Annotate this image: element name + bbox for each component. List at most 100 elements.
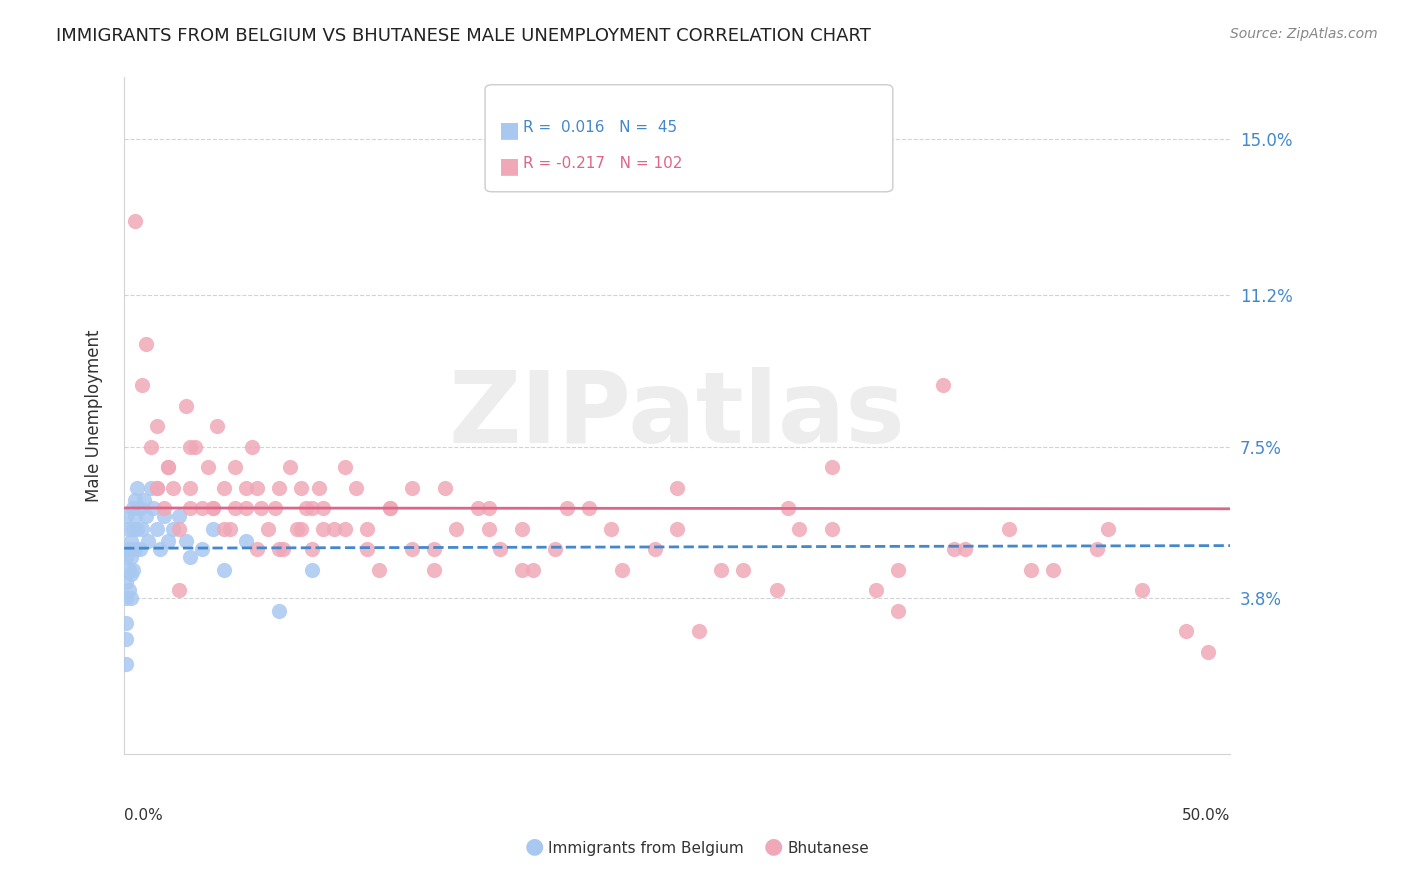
Point [139,481,162,495]
Point [263,501,285,516]
Point [201,522,224,536]
Point [787,522,810,536]
Point [128,501,150,516]
Point [478,501,501,516]
Point [1019,563,1042,577]
Point [190,542,212,557]
Text: 50.0%: 50.0% [1181,807,1230,822]
Text: ■: ■ [499,156,520,176]
Point [142,501,165,516]
Point [224,501,246,516]
Point [146,481,169,495]
Point [1097,522,1119,536]
Point [367,563,389,577]
Point [931,378,953,392]
Point [115,509,138,524]
Point [169,522,191,536]
Point [423,563,446,577]
Point [323,522,346,536]
Point [128,542,150,557]
Point [235,534,257,549]
Point [124,542,146,557]
Point [212,563,235,577]
Point [224,460,246,475]
Text: ●: ● [763,837,783,856]
Point [246,481,269,495]
Text: R =  0.016   N =  45: R = 0.016 N = 45 [523,120,678,136]
Point [120,591,142,606]
Point [153,509,176,524]
Point [162,522,184,536]
Point [212,481,235,495]
Point [115,591,138,606]
Point [117,583,139,598]
Point [267,604,290,618]
Point [179,440,201,454]
Text: Source: ZipAtlas.com: Source: ZipAtlas.com [1230,27,1378,41]
Point [444,522,467,536]
Point [174,534,197,549]
Point [335,460,357,475]
Point [169,583,191,598]
Point [489,542,512,557]
Point [887,563,910,577]
Point [335,522,357,536]
Text: IMMIGRANTS FROM BELGIUM VS BHUTANESE MALE UNEMPLOYMENT CORRELATION CHART: IMMIGRANTS FROM BELGIUM VS BHUTANESE MAL… [56,27,872,45]
Point [942,542,965,557]
Point [378,501,401,516]
Point [666,522,689,536]
Point [135,337,157,351]
Point [146,522,169,536]
Point [184,440,207,454]
Point [132,493,155,508]
Point [522,563,544,577]
Point [205,419,228,434]
Point [423,542,446,557]
Point [190,501,212,516]
Point [179,501,201,516]
Point [153,501,176,516]
Point [179,481,201,495]
Point [124,493,146,508]
Point [157,534,180,549]
Point [510,522,533,536]
Point [174,399,197,413]
Point [1042,563,1064,577]
Point [308,481,330,495]
Point [610,563,633,577]
Point [290,522,312,536]
Point [865,583,887,598]
Point [131,378,153,392]
Point [267,481,290,495]
Text: Bhutanese: Bhutanese [787,841,869,856]
Point [157,460,180,475]
Point [138,534,160,549]
Point [157,460,180,475]
Point [120,534,142,549]
Point [401,542,423,557]
Point [273,542,295,557]
Point [710,563,733,577]
Point [135,509,157,524]
Point [433,481,456,495]
Point [301,542,323,557]
Point [344,481,367,495]
Point [301,501,323,516]
Text: Immigrants from Belgium: Immigrants from Belgium [548,841,744,856]
Point [290,481,312,495]
Point [666,481,689,495]
Point [278,460,301,475]
Point [115,550,138,565]
Point [115,616,138,631]
Point [356,542,378,557]
Point [115,632,138,647]
Point [139,440,162,454]
Point [257,522,280,536]
Point [401,481,423,495]
Text: R = -0.217   N = 102: R = -0.217 N = 102 [523,156,682,171]
Point [356,522,378,536]
Point [127,481,149,495]
Point [242,440,264,454]
Point [124,509,146,524]
Point [1087,542,1109,557]
